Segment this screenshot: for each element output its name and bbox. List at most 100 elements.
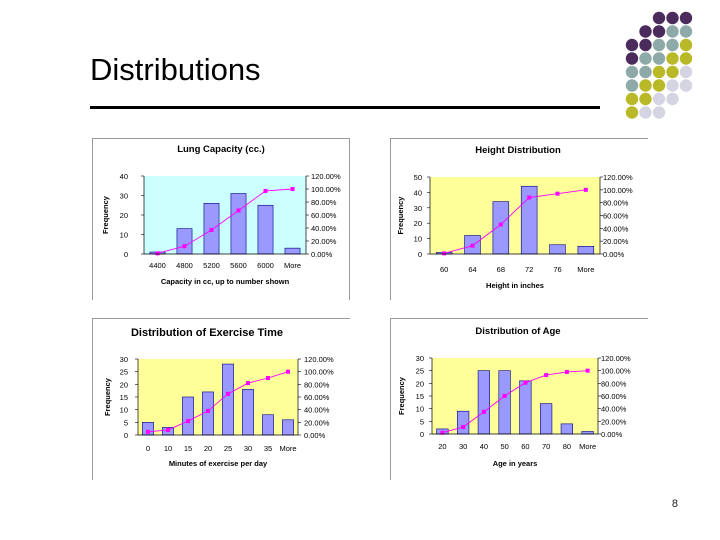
decorative-dot (666, 11, 679, 25)
exercise-time-chart: Distribution of Exercise Time 0 5 10 15 20 25 3… (103, 327, 334, 468)
cumulative-percent-line (147, 371, 289, 433)
cumulative-percent-point (186, 419, 190, 424)
x-tick-label: 0 (146, 444, 150, 453)
decorative-dot (666, 52, 679, 65)
histogram-bar (242, 389, 254, 436)
height-distribution-chart: Height Distribution 0 10 20 30 40 50 0.00% 20.00… (396, 145, 633, 290)
chart-title: Distribution of Exercise Time (131, 327, 283, 339)
x-tick-label: 60 (440, 265, 448, 274)
y-tick-label: 5 (420, 417, 424, 426)
decorative-dot (679, 65, 693, 79)
x-tick-label: More (279, 444, 296, 453)
y2-tick-label: 80.00% (601, 379, 627, 388)
x-tick-label: More (579, 442, 596, 451)
x-tick-label: More (577, 265, 594, 274)
y-tick-label: 15 (120, 393, 128, 402)
decorative-dot (679, 38, 693, 52)
x-tick-label: 4800 (176, 261, 193, 270)
decorative-dot (625, 65, 639, 79)
x-tick-label: 80 (563, 442, 571, 451)
cumulative-percent-point (527, 195, 532, 200)
decorative-dot (666, 65, 679, 79)
frame-right-border (349, 138, 350, 300)
cumulative-percent-point (498, 222, 503, 227)
y-tick-label: 15 (416, 392, 424, 401)
cumulative-percent-point (226, 391, 230, 396)
plot-area (138, 359, 298, 435)
histogram-bar (222, 363, 234, 436)
x-tick-label: 64 (468, 265, 476, 274)
page-number: 8 (671, 498, 678, 510)
x-tick-label: 40 (480, 442, 488, 451)
frame-top-border (390, 318, 648, 319)
decorative-dot (679, 25, 693, 38)
y2-tick-label: 120.00% (603, 173, 633, 182)
plot-area (144, 176, 306, 254)
decorative-dot (639, 38, 652, 52)
x-tick-label: 5200 (203, 261, 220, 270)
cumulative-percent-point (523, 380, 528, 385)
x-axis-label: Age in years (493, 459, 538, 468)
decorative-dot (625, 52, 639, 65)
histogram-bar (540, 403, 553, 435)
lung-chart-frame: Lung Capacity (cc.) 0 10 20 30 40 0.00% 20.00% 4… (92, 138, 350, 300)
x-tick-label: 30 (459, 442, 467, 451)
y-tick-label: 40 (120, 172, 128, 181)
cumulative-percent-point (583, 187, 588, 192)
y2-tick-label: 40.00% (601, 405, 627, 414)
frame-left-border (390, 138, 391, 300)
cumulative-percent-point (481, 409, 486, 414)
y2-tick-label: 60.00% (304, 393, 330, 402)
x-tick-label: 15 (184, 444, 192, 453)
cumulative-percent-point (263, 188, 268, 193)
histogram-bar (519, 380, 532, 435)
decorative-dot (625, 106, 639, 119)
plot-area (432, 358, 598, 434)
y2-tick-label: 20.00% (311, 237, 337, 246)
frame-top-border (390, 138, 648, 139)
y-tick-label: 10 (414, 235, 422, 244)
x-tick-label: 72 (525, 265, 533, 274)
cumulative-percent-point (470, 243, 475, 248)
y-tick-label: 40 (414, 188, 422, 197)
cumulative-percent-line (442, 370, 588, 434)
histogram-bar (257, 204, 274, 255)
decorative-dot (652, 65, 666, 79)
cumulative-percent-point (440, 430, 445, 435)
height-chart-frame: Height Distribution 0 10 20 30 40 50 0.00% 20.00… (390, 138, 648, 300)
decorative-dot (652, 11, 666, 25)
histogram-bar (457, 410, 470, 435)
y2-tick-label: 80.00% (311, 198, 337, 207)
cumulative-percent-point (166, 427, 170, 432)
cumulative-percent-line (157, 188, 293, 254)
y-tick-label: 10 (120, 231, 128, 240)
y-tick-label: 30 (414, 204, 422, 213)
lung-capacity-chart: Lung Capacity (cc.) 0 10 20 30 40 0.00% 20.00% 4… (101, 144, 341, 286)
cumulative-percent-point (246, 381, 250, 386)
x-tick-label: 6000 (257, 261, 274, 270)
histogram-bar (498, 370, 511, 435)
y-tick-label: 10 (120, 406, 128, 415)
histogram-bar (262, 414, 274, 436)
histogram-bar (230, 193, 247, 255)
decorative-dot (652, 38, 666, 52)
cumulative-percent-point (544, 373, 549, 378)
frame-left-border (92, 138, 93, 300)
y-tick-label: 20 (120, 211, 128, 220)
cumulative-percent-point (585, 368, 590, 373)
decorative-dot (666, 92, 679, 106)
chart-title: Lung Capacity (cc.) (177, 144, 265, 155)
x-tick-label: 70 (542, 442, 550, 451)
y2-tick-label: 40.00% (603, 224, 629, 233)
y2-tick-label: 100.00% (601, 367, 631, 376)
y-tick-label: 20 (416, 379, 424, 388)
histogram-bar (202, 391, 214, 436)
decorative-dot (639, 25, 652, 38)
x-tick-label: 50 (500, 442, 508, 451)
x-tick-label: 76 (553, 265, 561, 274)
y-axis-label: Frequency (396, 196, 405, 235)
y2-tick-label: 100.00% (311, 185, 341, 194)
decorative-dot (652, 52, 666, 65)
cumulative-percent-point (206, 408, 210, 413)
y2-tick-label: 120.00% (601, 354, 631, 363)
